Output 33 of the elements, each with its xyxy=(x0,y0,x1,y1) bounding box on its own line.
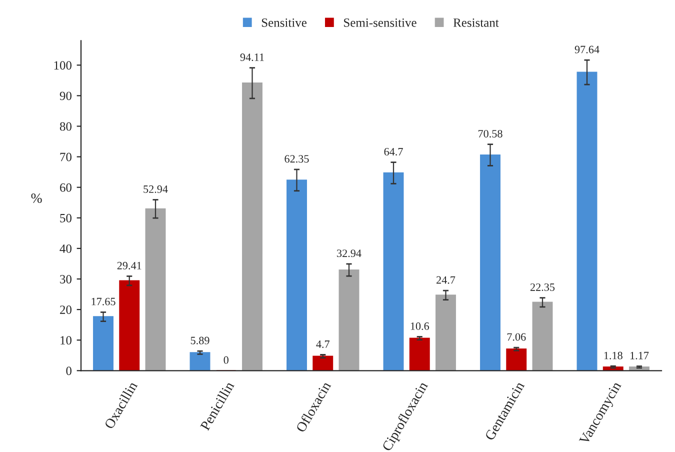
data-label: 70.58 xyxy=(478,130,502,138)
y-tick-label: 90 xyxy=(60,92,72,100)
data-label: 17.65 xyxy=(92,298,116,306)
y-tick-label: 80 xyxy=(60,122,72,131)
data-label: 4.7 xyxy=(316,340,330,348)
y-tick-label: 10 xyxy=(60,336,72,345)
data-label: 94.11 xyxy=(240,54,264,62)
data-label: 10.6 xyxy=(410,322,430,330)
data-label: 24.7 xyxy=(436,276,456,284)
data-label: 29.41 xyxy=(117,262,142,270)
y-tick-label: 60 xyxy=(60,183,72,192)
y-tick-label: 100 xyxy=(54,61,72,70)
data-label: 32.94 xyxy=(337,250,362,258)
y-tick-label: 30 xyxy=(60,275,72,284)
data-label: 62.35 xyxy=(284,155,309,163)
legend-label: Semi-sensitive xyxy=(344,18,416,27)
y-tick-label: 70 xyxy=(60,152,72,162)
y-tick-label: 0 xyxy=(66,366,72,376)
data-label: 5.89 xyxy=(190,336,210,344)
y-axis-title: % xyxy=(31,193,42,203)
data-label: 97.64 xyxy=(574,46,600,54)
data-label: 1.18 xyxy=(604,352,622,360)
data-label: 22.35 xyxy=(530,283,555,291)
legend-label: Resistant xyxy=(453,18,499,27)
y-tick-label: 40 xyxy=(60,244,72,253)
data-label: 64.7 xyxy=(384,148,403,156)
data-label: 7.06 xyxy=(507,333,526,341)
y-tick-label: 20 xyxy=(60,306,72,314)
data-label: 1.17 xyxy=(630,352,649,360)
legend-label: Sensitive xyxy=(262,18,307,27)
y-tick-label: 50 xyxy=(60,214,72,222)
data-label: 0 xyxy=(224,356,228,364)
data-label: 52.94 xyxy=(144,185,168,193)
